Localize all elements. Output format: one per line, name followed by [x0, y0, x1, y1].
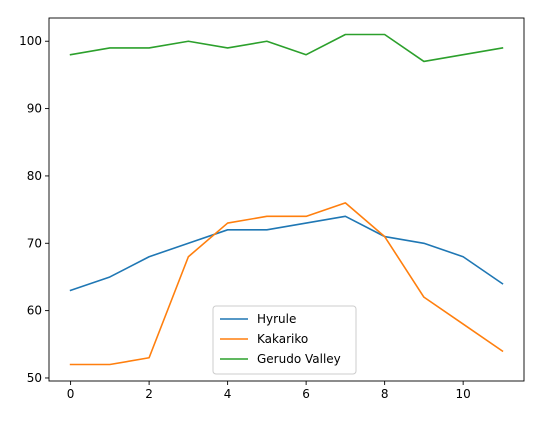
x-tick-label-1: 2 — [145, 387, 153, 401]
legend-label-0: Hyrule — [257, 312, 296, 326]
y-tick-label-1: 60 — [27, 304, 42, 318]
x-tick-label-3: 6 — [302, 387, 310, 401]
axes-frame — [48, 17, 525, 382]
x-tick-label-5: 10 — [456, 387, 471, 401]
legend: Hyrule Kakariko Gerudo Valley — [212, 305, 357, 375]
series-line-0 — [69, 215, 504, 292]
y-tick-label-5: 100 — [19, 34, 42, 48]
plot-area — [69, 33, 504, 366]
x-tick-label-0: 0 — [67, 387, 75, 401]
axes: 0 2 4 6 8 10 50 60 70 80 90 100 — [19, 17, 525, 401]
legend-box — [212, 305, 357, 375]
y-tick-label-4: 90 — [27, 102, 42, 116]
y-tick-label-0: 50 — [27, 371, 42, 385]
legend-label-2: Gerudo Valley — [257, 352, 341, 366]
legend-label-1: Kakariko — [257, 332, 308, 346]
y-tick-label-2: 70 — [27, 236, 42, 250]
x-tick-label-2: 4 — [224, 387, 232, 401]
x-tick-label-4: 8 — [381, 387, 389, 401]
y-tick-label-3: 80 — [27, 169, 42, 183]
series-line-1 — [69, 202, 504, 366]
series-line-2 — [69, 33, 504, 63]
